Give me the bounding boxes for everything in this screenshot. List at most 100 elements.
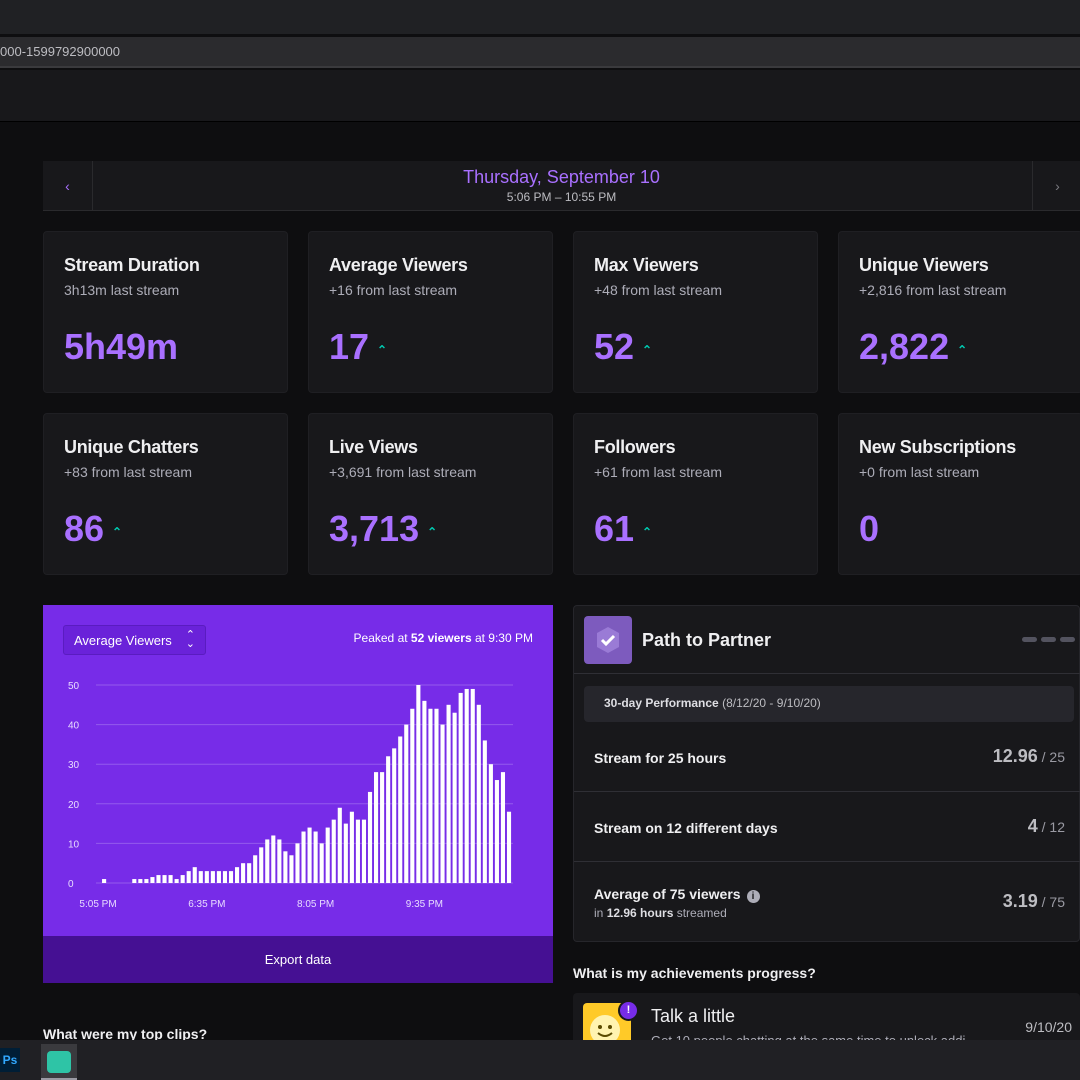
x-tick-label: 9:35 PM <box>406 899 443 910</box>
chart-bar[interactable] <box>422 700 427 883</box>
achievement-title: Talk a little <box>651 1006 736 1026</box>
chart-bar[interactable] <box>174 879 179 883</box>
chart-bar[interactable] <box>289 855 294 883</box>
chart-bar[interactable] <box>241 863 246 883</box>
sub-prefix: in <box>594 906 607 920</box>
chart-bar[interactable] <box>367 791 373 883</box>
chart-bar[interactable] <box>186 871 191 883</box>
partner-row-value: 12.96 / 25 <box>993 746 1065 767</box>
chart-bar[interactable] <box>380 772 385 883</box>
chart-bar[interactable] <box>343 823 348 883</box>
stat-title: Max Viewers <box>594 255 699 275</box>
chart-bar[interactable] <box>488 764 493 883</box>
export-data-button[interactable]: Export data <box>43 936 553 983</box>
chart-bar[interactable] <box>235 867 240 883</box>
top-clips-heading: What were my top clips? <box>43 1026 208 1042</box>
chart-bar[interactable] <box>253 855 258 883</box>
chart-bar[interactable] <box>434 708 439 883</box>
peak-value: 52 viewers <box>410 631 472 645</box>
chart-bar[interactable] <box>325 827 330 883</box>
chart-bar[interactable] <box>392 748 397 883</box>
peak-prefix: Peaked at <box>353 631 411 645</box>
peak-suffix: at 9:30 PM <box>471 631 533 645</box>
chart-bar[interactable] <box>313 831 318 883</box>
progress-dot <box>1041 637 1056 642</box>
chart-bar[interactable] <box>398 736 403 883</box>
stat-number: 86 <box>64 508 105 549</box>
chart-bar[interactable] <box>404 724 409 883</box>
chart-bar[interactable] <box>271 835 276 883</box>
taskbar: Ps <box>0 1040 1080 1080</box>
chart-bar[interactable] <box>410 708 415 883</box>
progress-dots <box>1022 637 1075 642</box>
chart-bar[interactable] <box>482 740 487 883</box>
chart-bar[interactable] <box>361 819 367 883</box>
chart-bar[interactable] <box>204 871 209 883</box>
stat-card: Followers +61 from last stream 61 ⌃ <box>573 413 818 575</box>
chart-bar[interactable] <box>162 875 167 883</box>
chart-bar[interactable] <box>349 811 354 883</box>
chart-bar[interactable] <box>464 688 469 883</box>
stat-value: 61 ⌃ <box>594 508 652 550</box>
chart-bar[interactable] <box>331 819 336 883</box>
chart-bar[interactable] <box>180 875 185 883</box>
chart-bar[interactable] <box>355 819 360 883</box>
chart-bar[interactable] <box>102 879 107 883</box>
chart-bar[interactable] <box>301 831 306 883</box>
top-nav <box>0 70 1080 122</box>
active-app-taskbar-icon[interactable] <box>41 1044 77 1080</box>
path-to-partner-panel: Path to Partner 30-day Performance (8/12… <box>573 605 1080 942</box>
chart-bar[interactable] <box>247 863 252 883</box>
chart-bar[interactable] <box>138 879 143 883</box>
chart-bar[interactable] <box>428 708 433 883</box>
next-stream-button[interactable]: › <box>1032 161 1080 211</box>
chart-bar[interactable] <box>440 724 445 883</box>
chart-bar[interactable] <box>156 875 161 883</box>
previous-stream-button[interactable]: ‹ <box>43 161 93 211</box>
photoshop-taskbar-icon[interactable]: Ps <box>0 1048 20 1072</box>
metric-select[interactable]: Average Viewers ⌃ ⌄ <box>63 625 206 655</box>
chart-bar[interactable] <box>198 871 203 883</box>
chart-bar[interactable] <box>277 839 282 883</box>
chart-bar[interactable] <box>283 851 288 883</box>
partner-row-label: Stream on 12 different days <box>594 820 778 836</box>
chart-bar[interactable] <box>470 688 475 883</box>
chart-bar[interactable] <box>259 847 264 883</box>
chart-bar[interactable] <box>386 756 391 883</box>
x-tick-label: 5:05 PM <box>79 899 116 910</box>
chart-bar[interactable] <box>265 839 270 883</box>
chart-bar[interactable] <box>295 843 300 883</box>
chart-bar[interactable] <box>222 871 228 883</box>
chart-bar[interactable] <box>416 685 421 883</box>
chart-bar[interactable] <box>192 867 197 883</box>
address-bar[interactable]: 000-1599792900000 <box>0 37 1080 68</box>
chart-bar[interactable] <box>319 843 324 883</box>
stream-date: Thursday, September 10 <box>463 167 660 187</box>
chart-bar[interactable] <box>494 780 499 883</box>
chart-bar[interactable] <box>144 879 149 883</box>
chart-bar[interactable] <box>337 807 342 883</box>
chart-bar[interactable] <box>374 772 379 883</box>
partner-row-days: Stream on 12 different days 4 / 12 <box>574 792 1080 862</box>
chart-bar[interactable] <box>216 871 221 883</box>
chart-bar[interactable] <box>476 704 481 883</box>
chart-bar[interactable] <box>132 879 137 883</box>
chart-bar[interactable] <box>168 875 173 883</box>
chart-bar[interactable] <box>458 692 463 883</box>
chart-bar[interactable] <box>506 811 512 883</box>
stat-delta: +0 from last stream <box>859 464 980 480</box>
chart-bar[interactable] <box>307 827 312 883</box>
chart-bar[interactable] <box>150 877 155 883</box>
chart-bar[interactable] <box>500 772 506 883</box>
achievement-date: 9/10/20 <box>1025 1019 1072 1035</box>
stat-value: 3,713 ⌃ <box>329 508 437 550</box>
chart-bar[interactable] <box>228 871 234 883</box>
stat-delta: 3h13m last stream <box>64 282 180 298</box>
chart-bar[interactable] <box>452 712 457 883</box>
info-icon[interactable]: i <box>746 890 760 903</box>
stat-title: Followers <box>594 437 676 457</box>
chart-bar[interactable] <box>210 871 215 883</box>
chart-bar[interactable] <box>446 704 451 883</box>
stat-delta: +48 from last stream <box>594 282 722 298</box>
progress-value: 3.19 <box>1002 891 1038 911</box>
